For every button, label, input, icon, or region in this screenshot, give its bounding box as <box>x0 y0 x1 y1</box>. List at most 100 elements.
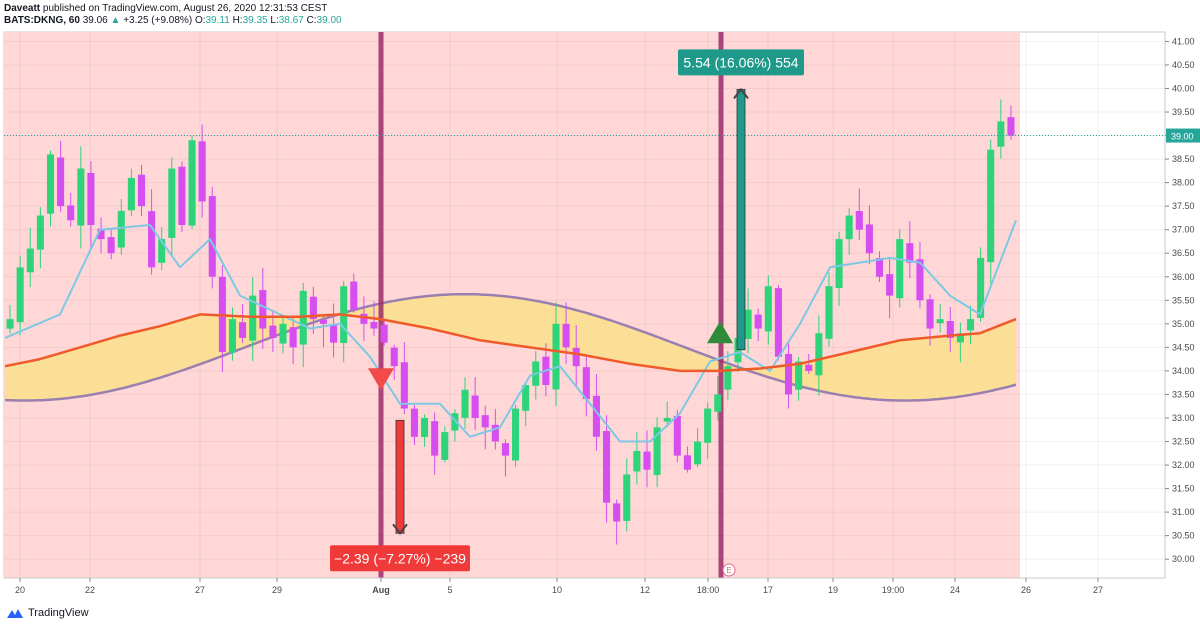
candle <box>158 226 166 271</box>
candle <box>441 426 449 463</box>
candle <box>714 376 722 421</box>
buy-signal-triangle <box>707 321 733 344</box>
candle <box>461 377 469 429</box>
candle-body <box>643 451 651 470</box>
price-chart[interactable]: −2.39 (−7.27%) −239 5.54 (16.06%) 554 E 41.… <box>0 30 1200 605</box>
price-tick-label: 30.50 <box>1172 531 1195 541</box>
candle-body <box>865 224 873 254</box>
candle-body <box>350 281 358 310</box>
price-tick-label: 30.00 <box>1172 554 1195 564</box>
candle <box>6 304 14 334</box>
candle <box>421 414 429 447</box>
price-tick-label: 34.50 <box>1172 342 1195 352</box>
price-tick-label: 37.00 <box>1172 225 1195 235</box>
candle <box>552 302 560 406</box>
candle <box>966 305 975 344</box>
ohlc-open-label: O: <box>194 15 206 26</box>
candle <box>107 228 115 260</box>
price-tick-label: 32.50 <box>1172 437 1195 447</box>
candle <box>239 304 247 344</box>
candle <box>249 276 257 362</box>
candle-body <box>734 337 742 363</box>
candle <box>208 186 216 289</box>
candle <box>663 401 671 428</box>
candle-body <box>966 319 975 331</box>
candle <box>613 499 621 545</box>
candle <box>36 207 44 269</box>
candle-body <box>97 228 105 240</box>
candle <box>997 99 1005 159</box>
measure-label-box <box>330 545 470 572</box>
candle-body <box>410 408 418 437</box>
candle-body <box>451 413 459 431</box>
change-value: +3.25 (+9.08%) <box>123 15 193 26</box>
candle <box>582 354 590 417</box>
symbol-info-line: BATS:DKNG, 60 39.06 ▲ +3.25 (+9.08%) O:3… <box>4 15 342 26</box>
candle-body <box>269 325 277 338</box>
candle <box>410 405 418 446</box>
candle <box>512 404 520 467</box>
measure-tool: 5.54 (16.06%) 554 <box>678 49 804 351</box>
candle-body <box>16 267 24 323</box>
candle-body <box>441 432 449 460</box>
last-price-badge-label: 39.00 <box>1171 132 1194 142</box>
candle <box>137 164 146 216</box>
candle-body <box>754 314 762 329</box>
time-tick-label: 19:00 <box>882 585 905 595</box>
candle-body <box>360 313 368 324</box>
candle <box>46 150 55 227</box>
candle-body <box>309 296 317 320</box>
candle-body <box>471 395 479 418</box>
candle-body <box>208 196 216 277</box>
candle <box>188 135 196 229</box>
candle <box>906 221 914 279</box>
price-tick-label: 36.00 <box>1172 272 1195 282</box>
author-name: Daveatt <box>4 3 41 14</box>
earnings-marker-icon <box>722 563 736 577</box>
candle-body <box>886 274 894 296</box>
candle <box>501 439 509 477</box>
up-arrow-icon: ▲ <box>110 15 121 26</box>
candle <box>471 377 479 430</box>
candle-body <box>926 299 934 329</box>
candle-body <box>613 503 621 522</box>
time-tick-label: 20 <box>15 585 25 595</box>
candle-body <box>481 415 489 428</box>
candle-body <box>744 309 752 339</box>
candle-body <box>127 177 135 211</box>
candle-body <box>117 210 125 248</box>
candle <box>279 314 287 354</box>
candle-body <box>26 248 34 273</box>
measure-label-box <box>678 49 804 76</box>
candle <box>319 315 328 348</box>
ohlc-low-label: L: <box>270 15 279 26</box>
candle <box>683 446 691 473</box>
ohlc-high-value: 39.35 <box>242 15 268 26</box>
earnings-marker-label: E <box>726 566 731 575</box>
signal-vertical-line <box>378 32 384 578</box>
ma-slow-line <box>4 313 1017 373</box>
candle <box>916 241 924 309</box>
candle-body <box>623 474 631 521</box>
candle <box>896 229 904 308</box>
measure-label-down: −2.39 (−7.27%) −239 <box>334 550 466 566</box>
price-tick-label: 33.00 <box>1172 413 1195 423</box>
price-tick-label: 39.50 <box>1172 107 1195 117</box>
price-axis <box>1165 30 1200 598</box>
candle-body <box>582 367 590 400</box>
price-tick-label: 38.00 <box>1172 178 1195 188</box>
candle-body <box>835 239 843 288</box>
candle-body <box>784 353 793 395</box>
candle-body <box>693 441 702 465</box>
candle-body <box>855 211 863 230</box>
candle-body <box>239 322 247 338</box>
candle-body <box>6 319 14 329</box>
published-text: published on TradingView.com, August 26,… <box>42 3 328 14</box>
candle <box>936 303 944 333</box>
sell-signal-triangle <box>368 368 394 391</box>
candle <box>168 157 176 257</box>
measure-arrow-up-icon <box>733 87 749 100</box>
candle <box>977 247 985 323</box>
candle <box>744 288 752 354</box>
publish-info: Daveatt published on TradingView.com, Au… <box>4 3 327 14</box>
